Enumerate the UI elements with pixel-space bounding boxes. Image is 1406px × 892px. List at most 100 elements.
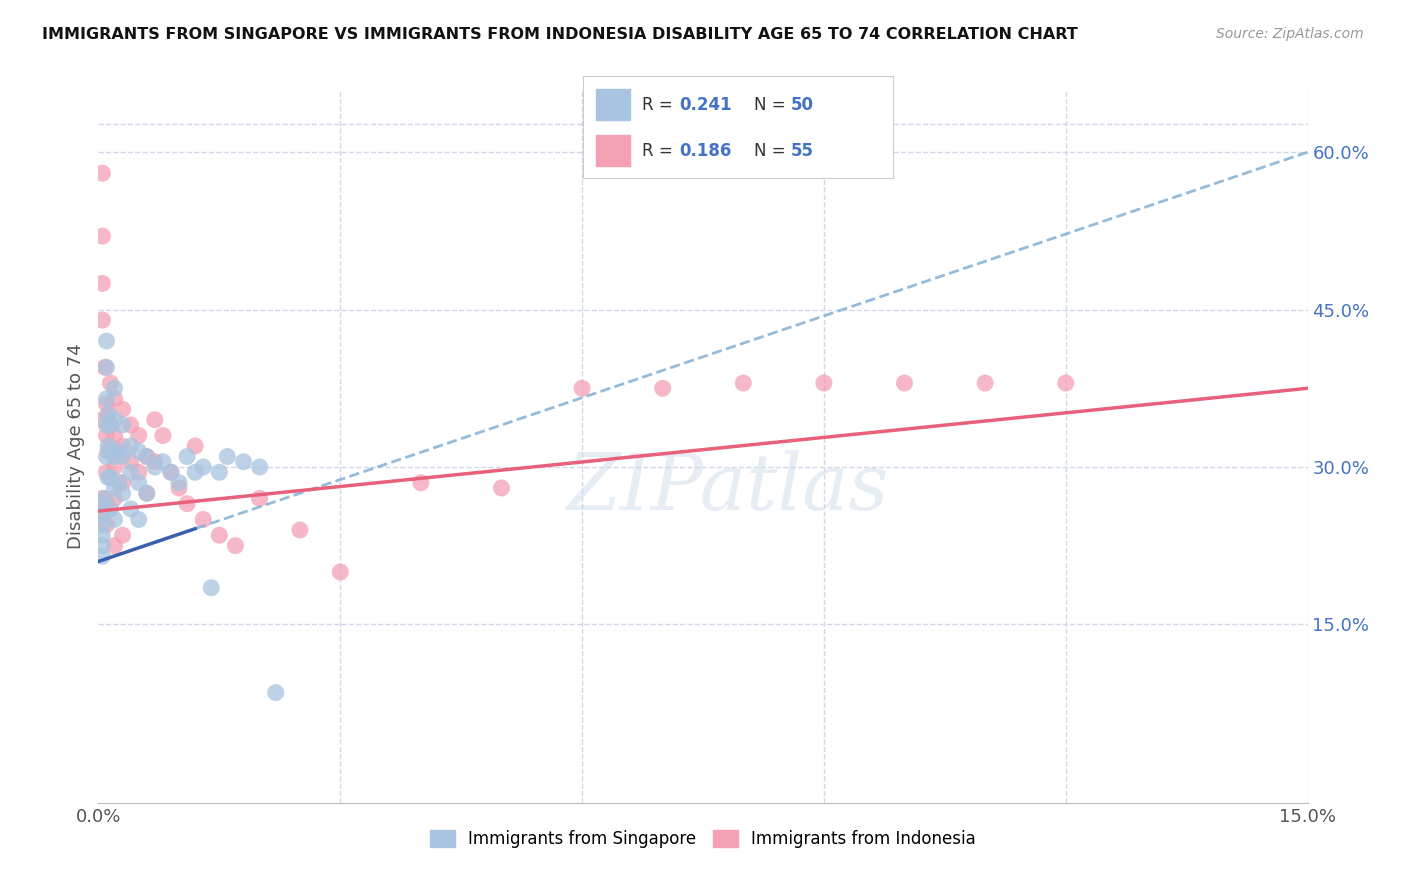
- Point: [96, 497, 118, 511]
- Point: [813, 376, 835, 390]
- Point: [103, 539, 125, 553]
- Point: [120, 439, 142, 453]
- Point: [91, 539, 114, 553]
- Point: [167, 475, 190, 490]
- Point: [97, 444, 120, 458]
- Point: [96, 517, 118, 532]
- Point: [120, 502, 142, 516]
- Point: [96, 334, 118, 348]
- Point: [120, 455, 142, 469]
- Point: [96, 465, 118, 479]
- Point: [893, 376, 915, 390]
- Legend: Immigrants from Singapore, Immigrants from Indonesia: Immigrants from Singapore, Immigrants fr…: [423, 823, 983, 855]
- Point: [160, 465, 183, 479]
- Text: ZIPatlas: ZIPatlas: [567, 450, 889, 527]
- Point: [96, 428, 118, 442]
- Point: [288, 523, 311, 537]
- Point: [249, 460, 271, 475]
- Point: [193, 512, 215, 526]
- Point: [128, 475, 150, 490]
- Point: [1054, 376, 1077, 390]
- Point: [96, 417, 118, 432]
- Point: [135, 486, 157, 500]
- Point: [103, 392, 125, 406]
- Text: N =: N =: [754, 95, 790, 113]
- Point: [91, 413, 114, 427]
- Point: [208, 465, 231, 479]
- Point: [111, 439, 134, 453]
- Text: 50: 50: [790, 95, 814, 113]
- Point: [176, 450, 198, 464]
- Point: [128, 444, 150, 458]
- Point: [103, 491, 125, 506]
- Point: [100, 444, 122, 458]
- Point: [143, 455, 166, 469]
- Point: [96, 397, 118, 411]
- Point: [91, 497, 114, 511]
- Point: [91, 491, 114, 506]
- Point: [91, 313, 114, 327]
- Point: [167, 481, 190, 495]
- Point: [94, 360, 117, 375]
- Point: [217, 450, 239, 464]
- Point: [103, 512, 125, 526]
- Point: [120, 465, 142, 479]
- Point: [96, 392, 118, 406]
- Text: IMMIGRANTS FROM SINGAPORE VS IMMIGRANTS FROM INDONESIA DISABILITY AGE 65 TO 74 C: IMMIGRANTS FROM SINGAPORE VS IMMIGRANTS …: [42, 27, 1078, 42]
- Point: [91, 528, 114, 542]
- Point: [184, 465, 207, 479]
- Point: [135, 450, 157, 464]
- Point: [100, 376, 122, 390]
- Point: [97, 439, 120, 453]
- Point: [111, 417, 134, 432]
- Bar: [596, 136, 630, 166]
- Point: [152, 428, 174, 442]
- Point: [103, 450, 125, 464]
- Point: [91, 507, 114, 521]
- Point: [249, 491, 271, 506]
- Point: [100, 502, 122, 516]
- Point: [91, 229, 114, 244]
- Point: [103, 481, 125, 495]
- Point: [135, 486, 157, 500]
- Text: R =: R =: [643, 142, 678, 160]
- Y-axis label: Disability Age 65 to 74: Disability Age 65 to 74: [66, 343, 84, 549]
- Point: [103, 428, 125, 442]
- Point: [409, 475, 432, 490]
- Bar: [596, 89, 630, 120]
- Point: [111, 475, 134, 490]
- Point: [143, 460, 166, 475]
- Text: 0.241: 0.241: [679, 95, 733, 113]
- Point: [100, 470, 122, 484]
- Point: [91, 277, 114, 291]
- Point: [97, 408, 120, 422]
- Point: [208, 528, 231, 542]
- Point: [103, 460, 125, 475]
- Point: [96, 450, 118, 464]
- Text: R =: R =: [643, 95, 678, 113]
- Text: 0.186: 0.186: [679, 142, 731, 160]
- Point: [97, 408, 120, 422]
- Point: [160, 465, 183, 479]
- Point: [193, 460, 215, 475]
- Point: [111, 450, 134, 464]
- Point: [97, 470, 120, 484]
- Point: [107, 444, 129, 458]
- Point: [100, 417, 122, 432]
- Text: N =: N =: [754, 142, 790, 160]
- Point: [143, 413, 166, 427]
- Point: [91, 517, 114, 532]
- Point: [96, 360, 118, 375]
- Point: [733, 376, 755, 390]
- Point: [128, 512, 150, 526]
- Point: [107, 444, 129, 458]
- Point: [176, 497, 198, 511]
- Point: [103, 413, 125, 427]
- Point: [184, 439, 207, 453]
- Point: [571, 381, 593, 395]
- Point: [120, 417, 142, 432]
- Point: [974, 376, 997, 390]
- Point: [111, 528, 134, 542]
- Point: [91, 166, 114, 180]
- Point: [491, 481, 513, 495]
